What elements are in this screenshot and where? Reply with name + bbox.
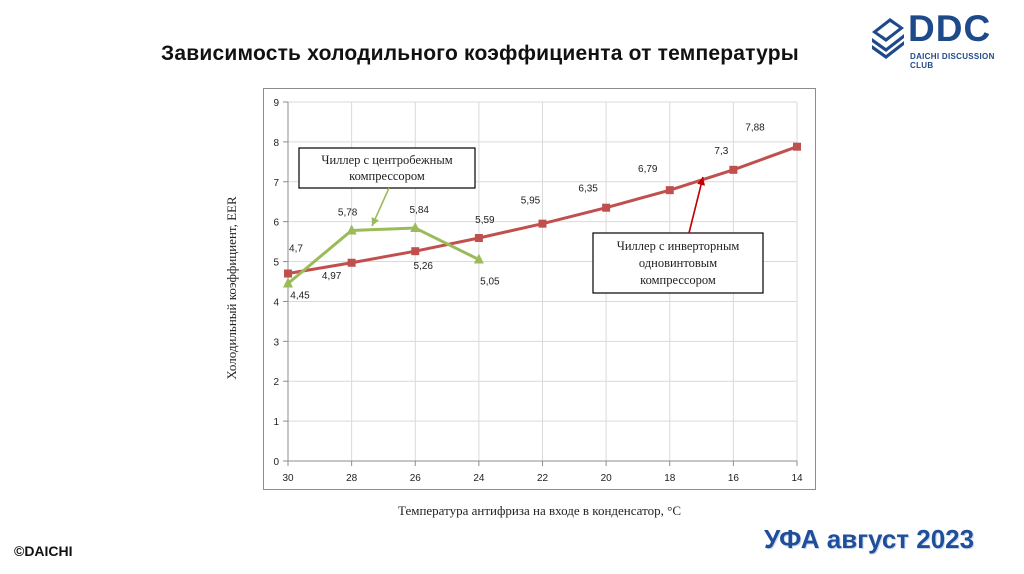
data-point xyxy=(793,142,801,151)
callout-box xyxy=(298,147,476,189)
series-line xyxy=(287,226,480,285)
x-tick-label: 14 xyxy=(791,473,803,484)
data-label: 7,3 xyxy=(714,146,728,157)
data-label: 5,05 xyxy=(480,277,500,288)
y-tick-label: 8 xyxy=(273,138,279,149)
data-label: 7,88 xyxy=(745,123,765,134)
y-tick-label: 4 xyxy=(273,297,279,308)
data-label: 4,7 xyxy=(289,244,303,255)
footer-event: УФА август 2023 xyxy=(764,524,975,554)
page-title: Зависимость холодильного коэффициента от… xyxy=(161,42,799,65)
data-label: 6,35 xyxy=(578,184,598,195)
data-point xyxy=(729,165,738,174)
data-label: 5,26 xyxy=(414,261,434,272)
callout-text: компрессором xyxy=(349,169,425,183)
x-tick-label: 22 xyxy=(537,473,549,484)
ddc-logo: DDC DAICHI DISCUSSION CLUB xyxy=(868,8,1018,74)
callout-text: Чиллер с инверторным xyxy=(617,239,740,253)
x-tick-label: 24 xyxy=(473,473,485,484)
x-tick-label: 16 xyxy=(728,473,740,484)
y-tick-label: 5 xyxy=(273,258,279,269)
callout-text: компрессором xyxy=(640,273,716,287)
data-point xyxy=(665,186,674,195)
data-point xyxy=(410,222,421,233)
x-axis-label: Температура антифриза на входе в конденс… xyxy=(398,503,681,518)
y-tick-label: 9 xyxy=(273,98,279,109)
data-point xyxy=(538,219,547,228)
book-stack-icon xyxy=(872,18,904,59)
x-tick-label: 28 xyxy=(346,473,358,484)
data-label: 5,59 xyxy=(475,215,495,226)
callout-box xyxy=(592,232,764,294)
data-label: 5,95 xyxy=(521,196,541,207)
callout-text: Чиллер с центробежным xyxy=(321,153,452,167)
series-centrifugal: 4,45 5,78 5,84 5,05 xyxy=(283,205,500,301)
data-point xyxy=(474,234,483,243)
data-label: 5,84 xyxy=(410,205,430,216)
data-point xyxy=(473,253,484,264)
series-inverter-screw: 4,7 4,97 5,26 5,59 5,95 6,35 6,79 7,3 7,88 xyxy=(284,123,801,282)
x-tick-label: 18 xyxy=(664,473,676,484)
data-label: 4,97 xyxy=(322,271,342,282)
data-point xyxy=(602,203,611,212)
y-tick-label: 7 xyxy=(273,178,279,189)
chart-series: 4,7 4,97 5,26 5,59 5,95 6,35 6,79 7,3 7,88 4,45 5,… xyxy=(283,123,801,301)
callout-arrowhead xyxy=(697,177,705,186)
callout-text: одновинтовым xyxy=(639,256,717,270)
data-point xyxy=(347,258,356,267)
chart-ticks: 0 1 2 3 4 5 6 7 8 9 30 28 26 24 22 20 18 16 14 xyxy=(273,98,803,484)
y-tick-label: 6 xyxy=(273,218,279,229)
y-tick-label: 2 xyxy=(273,377,279,388)
data-label: 4,45 xyxy=(290,290,310,301)
logo-subtitle: DAICHI DISCUSSION CLUB xyxy=(910,52,995,70)
callout-arrow xyxy=(688,176,704,234)
y-tick-label: 0 xyxy=(273,457,279,468)
x-tick-label: 30 xyxy=(282,473,294,484)
data-point xyxy=(284,269,292,278)
data-point xyxy=(411,247,420,256)
data-point xyxy=(346,224,357,235)
data-label: 6,79 xyxy=(638,164,658,175)
footer-copyright: ©DAICHI xyxy=(14,543,73,559)
data-point xyxy=(283,277,293,288)
callout-0: Чиллер с центробежным компрессором xyxy=(298,147,476,227)
callout-1: Чиллер с инверторным одновинтовым компресс… xyxy=(592,176,764,294)
x-tick-label: 20 xyxy=(601,473,613,484)
y-tick-label: 3 xyxy=(273,337,279,348)
logo-text: DDC xyxy=(908,8,992,49)
callout-arrowhead xyxy=(371,217,379,226)
y-axis-label: Холодильный коэффициент, EER xyxy=(224,196,239,380)
y-tick-label: 1 xyxy=(273,417,279,428)
x-tick-label: 26 xyxy=(410,473,422,484)
chart-callouts: Чиллер с центробежнымкомпрессоромЧиллер … xyxy=(298,147,764,294)
data-label: 5,78 xyxy=(338,207,358,218)
